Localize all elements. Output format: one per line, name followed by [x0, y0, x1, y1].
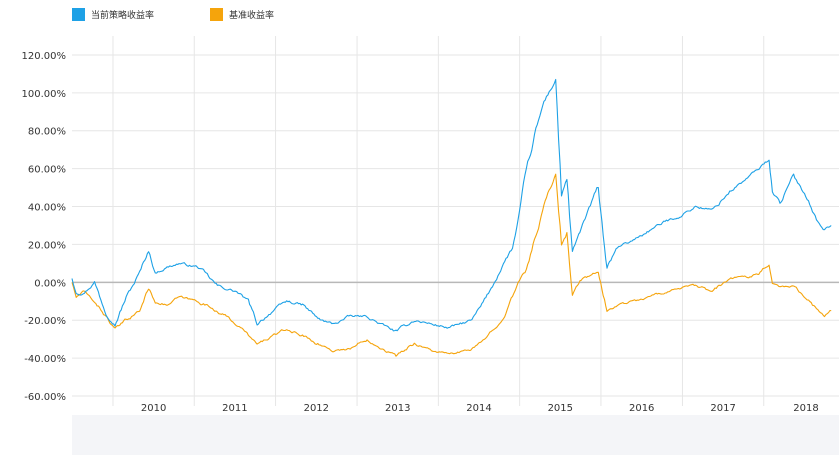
- legend-item-strategy[interactable]: 当前策略收益率: [72, 7, 155, 21]
- y-tick-label: 80.00%: [28, 127, 66, 138]
- y-tick-label: 100.00%: [22, 89, 67, 100]
- x-tick-label: 2017: [710, 403, 735, 414]
- x-tick-label: 2013: [385, 403, 410, 414]
- y-tick-label: 40.00%: [28, 203, 66, 214]
- chart-bottom-band: [72, 415, 839, 455]
- legend-swatch-strategy: [72, 7, 85, 21]
- x-tick-label: 2015: [548, 403, 573, 414]
- y-tick-label: 60.00%: [28, 165, 66, 176]
- x-tick-label: 2014: [466, 403, 491, 414]
- legend-swatch-benchmark: [210, 7, 224, 21]
- y-tick-label: 20.00%: [28, 240, 66, 251]
- series-layer: [71, 78, 832, 357]
- x-tick-label: 2016: [629, 403, 654, 414]
- y-axis-tick-labels: 120.00% 100.00% 80.00% 60.00% 40.00% 20.00% 0.…: [22, 51, 67, 403]
- series-line-benchmark: [71, 173, 832, 357]
- legend-label-benchmark: 基准收益率: [229, 10, 275, 21]
- y-tick-label: -60.00%: [24, 392, 66, 403]
- x-tick-label: 2010: [141, 403, 166, 414]
- y-tick-label: 120.00%: [22, 51, 67, 62]
- legend-item-benchmark[interactable]: 基准收益率: [210, 7, 275, 21]
- vertical-gridlines: [112, 36, 765, 406]
- series-line-strategy: [71, 78, 832, 332]
- x-tick-label: 2011: [222, 403, 247, 414]
- x-tick-label: 2018: [793, 403, 818, 414]
- x-tick-label: 2012: [304, 403, 329, 414]
- y-tick-label: 0.00%: [34, 278, 66, 289]
- horizontal-gridlines: [72, 54, 839, 397]
- y-tick-label: -20.00%: [24, 316, 66, 327]
- legend-label-strategy: 当前策略收益率: [91, 10, 155, 21]
- x-axis-tick-labels: 2010 2011 2012 2013 2014 2015 2016 2017 2018: [141, 403, 819, 414]
- y-tick-label: -40.00%: [24, 354, 66, 365]
- chart-legend: 当前策略收益率 基准收益率: [72, 6, 330, 22]
